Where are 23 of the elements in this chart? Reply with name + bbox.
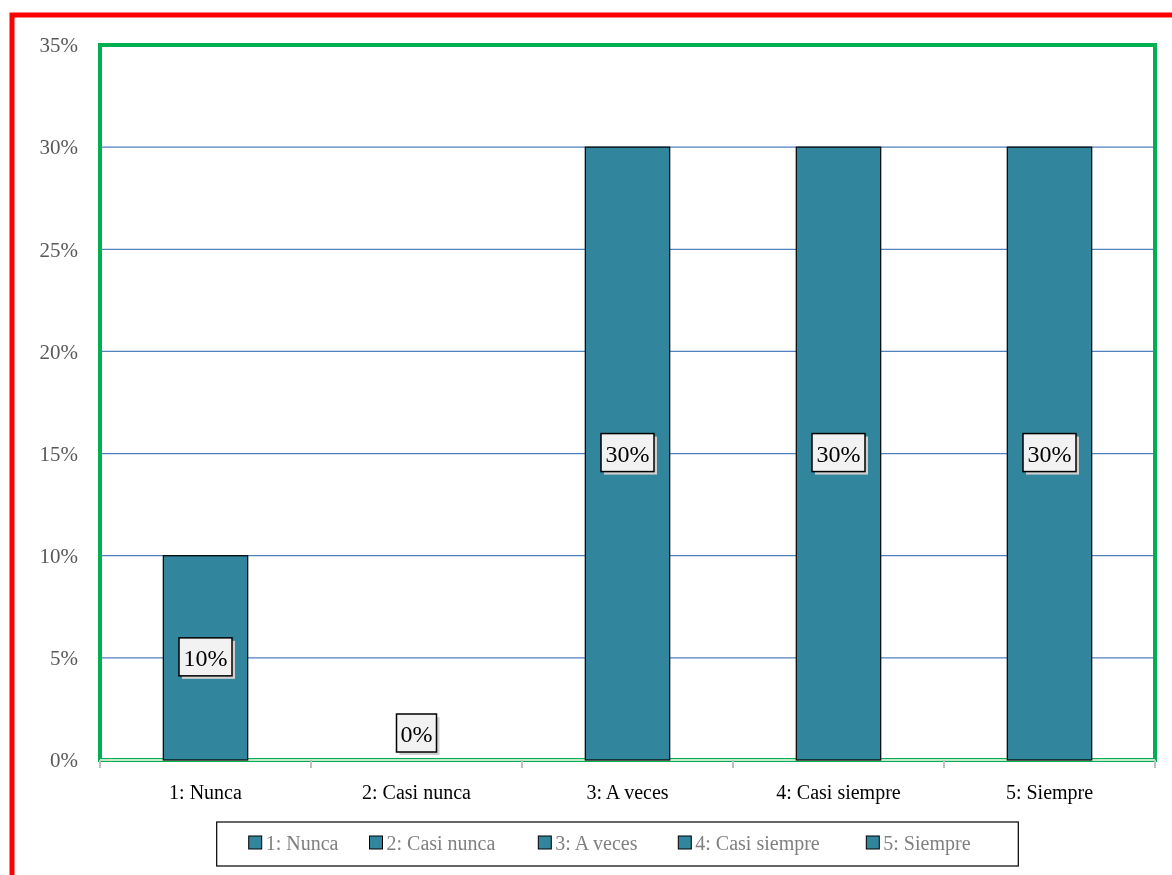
legend-label: 4: Casi siempre	[695, 832, 820, 855]
legend-label: 3: A veces	[555, 832, 638, 854]
y-tick-label: 0%	[50, 748, 78, 773]
data-label: 0%	[400, 721, 433, 748]
x-tick-label: 4: Casi siempre	[776, 781, 901, 804]
y-tick-label: 35%	[39, 33, 78, 58]
y-tick-label: 25%	[39, 237, 78, 262]
legend-label: 2: Casi nunca	[386, 832, 496, 854]
data-label: 30%	[1027, 440, 1072, 467]
legend-label: 5: Siempre	[883, 832, 971, 855]
y-tick-label: 5%	[50, 646, 78, 671]
x-tick-label: 3: A veces	[586, 781, 669, 803]
y-tick-label: 10%	[39, 544, 78, 569]
data-label: 30%	[816, 440, 861, 467]
x-tick-label: 5: Siempre	[1005, 781, 1094, 804]
x-tick-label: 2: Casi nunca	[362, 781, 472, 803]
legend-label: 1: Nunca	[265, 832, 339, 854]
x-tick-label: 1: Nunca	[169, 781, 242, 803]
data-label: 10%	[183, 645, 228, 672]
data-label: 30%	[605, 440, 650, 467]
y-tick-label: 30%	[39, 135, 78, 160]
y-tick-label: 20%	[39, 339, 78, 364]
y-tick-label: 15%	[39, 441, 78, 466]
